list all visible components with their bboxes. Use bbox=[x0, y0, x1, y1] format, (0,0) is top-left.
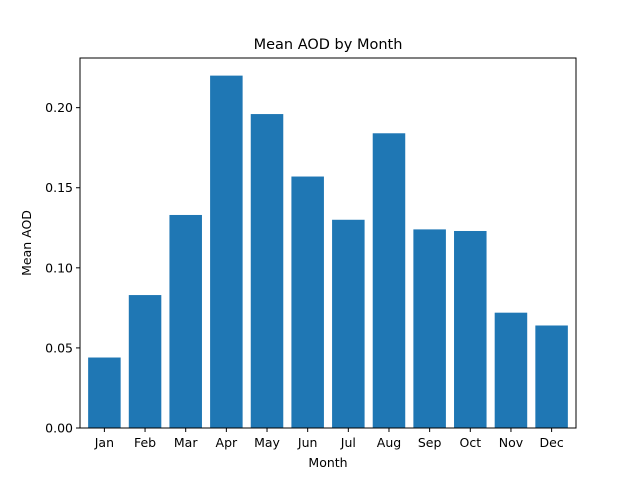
bar-oct bbox=[454, 230, 487, 428]
x-tick-label: Dec bbox=[540, 435, 564, 450]
bar-feb bbox=[128, 295, 162, 428]
x-tick-label: Nov bbox=[499, 435, 524, 450]
x-tick-label: Apr bbox=[216, 435, 238, 450]
bar-dec bbox=[535, 325, 568, 428]
x-tick-label: May bbox=[254, 435, 280, 450]
y-axis-ticks: 0.00 0.05 0.10 0.15 0.20 bbox=[45, 100, 80, 436]
bar-mar bbox=[169, 214, 202, 428]
x-tick-label: Mar bbox=[174, 435, 198, 450]
y-tick-label: 0.15 bbox=[45, 180, 73, 195]
y-axis-label: Mean AOD bbox=[19, 210, 34, 276]
bar-aug bbox=[372, 133, 406, 428]
y-tick-label: 0.10 bbox=[45, 260, 73, 275]
bar-jul bbox=[332, 219, 365, 428]
bars-group bbox=[88, 75, 568, 429]
x-tick-label: Aug bbox=[377, 435, 401, 450]
bar-apr bbox=[210, 75, 243, 429]
x-tick-label: Feb bbox=[134, 435, 156, 450]
bar-sep bbox=[413, 229, 446, 428]
plot-frame bbox=[79, 57, 577, 429]
chart-title: Mean AOD by Month bbox=[254, 37, 403, 53]
y-tick-label: 0.00 bbox=[45, 421, 73, 436]
x-axis-label: Month bbox=[308, 455, 347, 470]
x-tick-label: Jun bbox=[297, 435, 318, 450]
x-tick-label: Jul bbox=[340, 435, 356, 450]
y-tick-label: 0.20 bbox=[45, 100, 73, 115]
bar-jun bbox=[291, 176, 324, 428]
x-tick-label: Oct bbox=[459, 435, 481, 450]
bar-jan bbox=[88, 357, 121, 428]
bar-nov bbox=[494, 312, 528, 428]
x-tick-label: Jan bbox=[94, 435, 114, 450]
y-tick-label: 0.05 bbox=[45, 340, 73, 355]
bar-may bbox=[250, 114, 284, 428]
x-axis-ticks: Jan Feb Mar Apr May Jun Jul Aug Sep Oct Nov Dec bbox=[94, 428, 564, 450]
x-tick-label: Sep bbox=[418, 435, 442, 450]
